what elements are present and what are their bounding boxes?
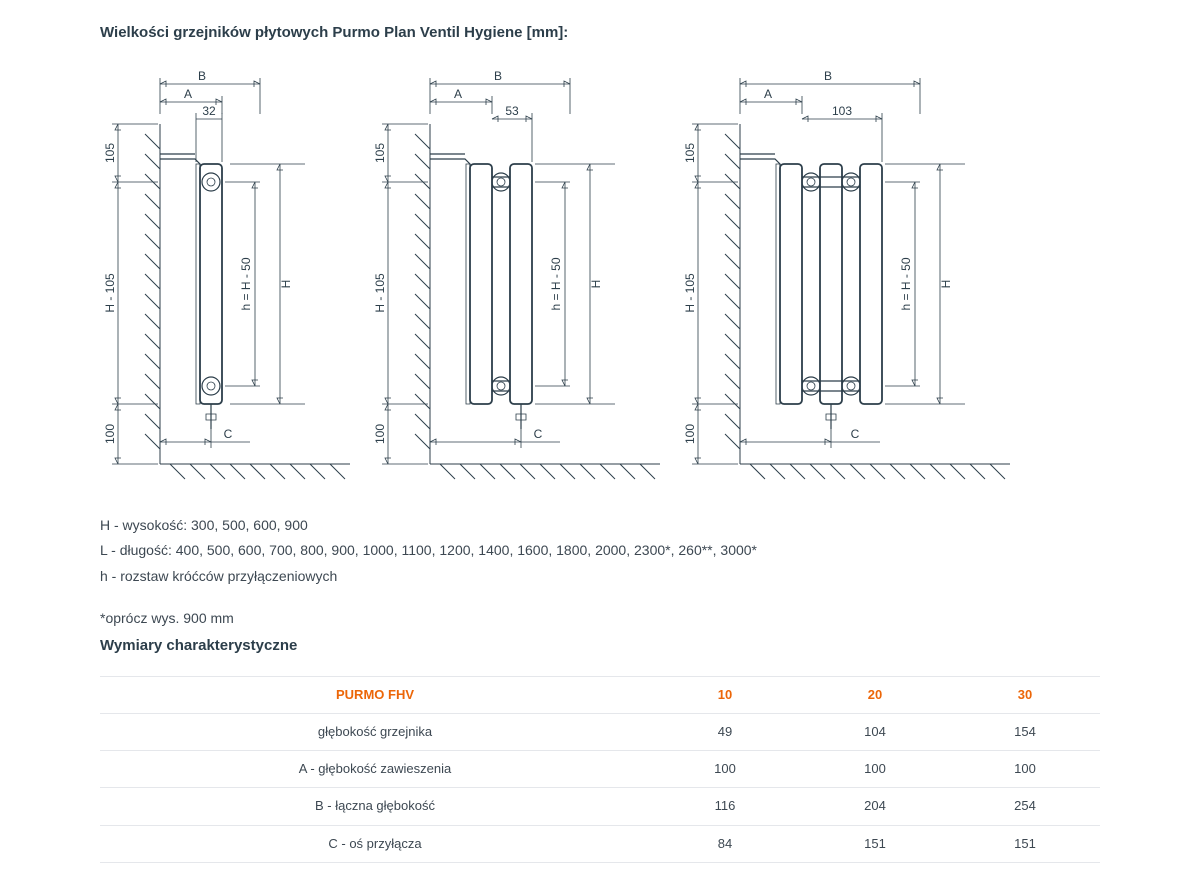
cell: 151 (800, 825, 950, 862)
svg-text:h = H - 50: h = H - 50 (899, 257, 913, 310)
cell-label: B - łączna głębokość (100, 788, 650, 825)
cell: 151 (950, 825, 1100, 862)
svg-text:C: C (851, 427, 860, 441)
table-row: B - łączna głębokość 116 204 254 (100, 788, 1100, 825)
legend-h2: h - rozstaw króćców przyłączeniowych (100, 565, 1100, 589)
svg-text:A: A (764, 87, 772, 101)
th-10: 10 (650, 677, 800, 714)
table-title: Wymiary charakterystyczne (100, 633, 1100, 659)
svg-text:h = H - 50: h = H - 50 (239, 257, 253, 310)
legend-h: H - wysokość: 300, 500, 600, 900 (100, 514, 1100, 538)
svg-text:H - 105: H - 105 (103, 273, 117, 313)
svg-text:C: C (224, 427, 233, 441)
table-header-row: PURMO FHV 10 20 30 (100, 677, 1100, 714)
cell: 49 (650, 714, 800, 751)
cell-label: C - oś przyłącza (100, 825, 650, 862)
svg-text:100: 100 (103, 423, 117, 443)
cell: 100 (950, 751, 1100, 788)
diagram-panel-30: B A 103 H h = H - 50 105 H - 105 100 C (680, 64, 1020, 484)
diagram-row: B A 32 H h = H - 50 105 H - 105 100 C (100, 64, 1100, 484)
cell-label: głębokość grzejnika (100, 714, 650, 751)
cell: 204 (800, 788, 950, 825)
cell: 116 (650, 788, 800, 825)
table-row: A - głębokość zawieszenia 100 100 100 (100, 751, 1100, 788)
cell: 104 (800, 714, 950, 751)
th-20: 20 (800, 677, 950, 714)
svg-text:105: 105 (373, 142, 387, 162)
cell-label: A - głębokość zawieszenia (100, 751, 650, 788)
cell: 100 (650, 751, 800, 788)
svg-text:32: 32 (202, 104, 216, 118)
table-row: głębokość grzejnika 49 104 154 (100, 714, 1100, 751)
diagram-panel-20: B A 53 H h = H - 50 105 H - 105 100 C (370, 64, 670, 484)
legend-l: L - długość: 400, 500, 600, 700, 800, 90… (100, 539, 1100, 563)
th-30: 30 (950, 677, 1100, 714)
legend-note: *oprócz wys. 900 mm (100, 607, 1100, 631)
cell: 254 (950, 788, 1100, 825)
svg-text:H: H (589, 279, 603, 288)
svg-text:A: A (184, 87, 192, 101)
table-row: C - oś przyłącza 84 151 151 (100, 825, 1100, 862)
svg-text:C: C (534, 427, 543, 441)
svg-text:53: 53 (505, 104, 519, 118)
svg-text:B: B (824, 69, 832, 83)
cell: 84 (650, 825, 800, 862)
svg-text:100: 100 (373, 423, 387, 443)
page-title: Wielkości grzejników płytowych Purmo Pla… (100, 20, 1100, 46)
dimensions-table: PURMO FHV 10 20 30 głębokość grzejnika 4… (100, 676, 1100, 862)
svg-text:H: H (279, 279, 293, 288)
svg-text:h = H - 50: h = H - 50 (549, 257, 563, 310)
diagram-panel-10: B A 32 H h = H - 50 105 H - 105 100 C (100, 64, 360, 484)
svg-text:B: B (198, 69, 206, 83)
svg-text:H - 105: H - 105 (683, 273, 697, 313)
svg-text:105: 105 (683, 142, 697, 162)
svg-text:100: 100 (683, 423, 697, 443)
svg-text:103: 103 (832, 104, 852, 118)
svg-text:B: B (494, 69, 502, 83)
svg-text:105: 105 (103, 142, 117, 162)
svg-text:H: H (939, 279, 953, 288)
svg-text:A: A (454, 87, 462, 101)
cell: 100 (800, 751, 950, 788)
th-product: PURMO FHV (100, 677, 650, 714)
legend-block: H - wysokość: 300, 500, 600, 900 L - dłu… (100, 514, 1100, 631)
cell: 154 (950, 714, 1100, 751)
svg-text:H - 105: H - 105 (373, 273, 387, 313)
